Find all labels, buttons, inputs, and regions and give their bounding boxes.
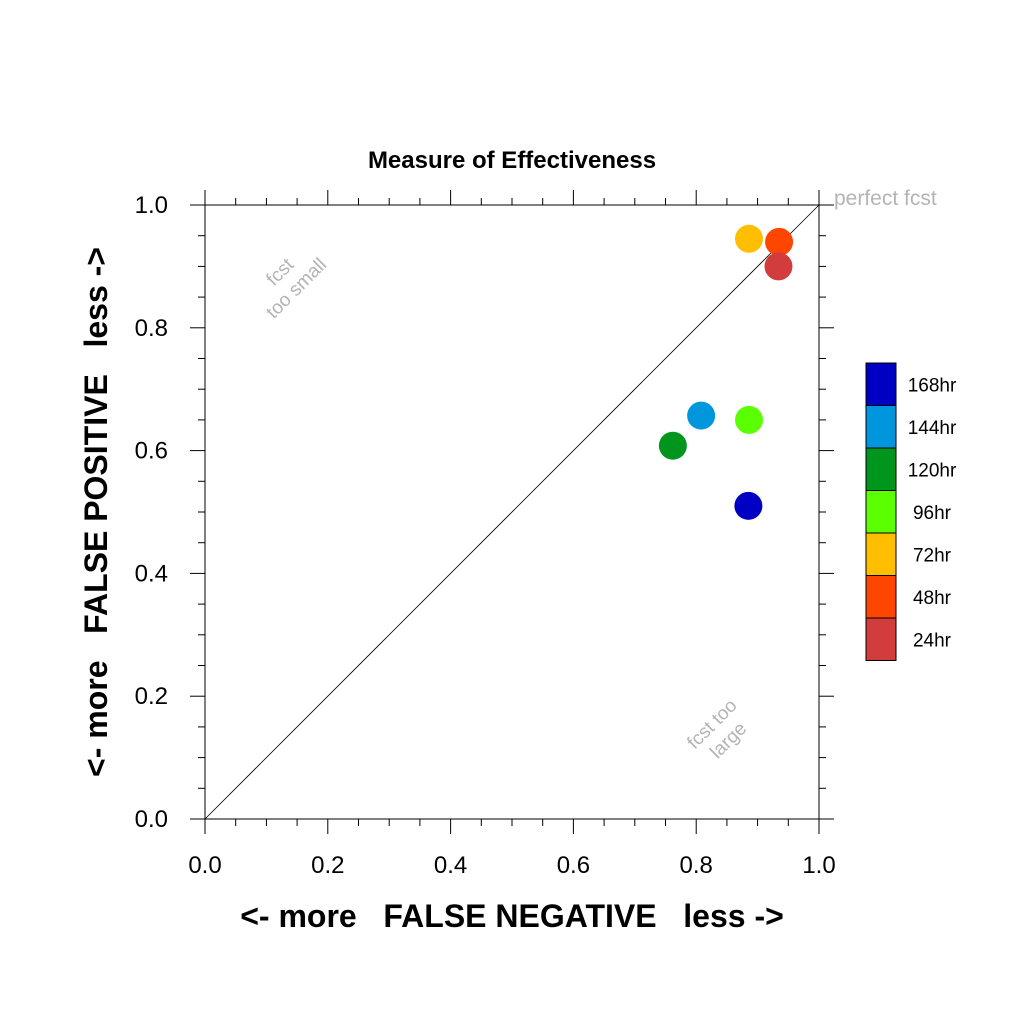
x-tick-label: 0.2 (311, 852, 344, 879)
data-point-48hr (765, 227, 794, 256)
data-point-168hr (734, 491, 763, 520)
perfect-forecast-line (204, 204, 820, 820)
x-tick-label: 1.0 (802, 852, 835, 879)
y-tick-label: 0.2 (135, 683, 168, 710)
x-tick-label: 0.8 (680, 852, 713, 879)
chart-title: Measure of Effectiveness (368, 147, 656, 174)
legend-label-72hr: 72hr (913, 545, 952, 566)
legend-label-168hr: 168hr (908, 375, 957, 396)
legend-frame (865, 362, 897, 661)
data-point-72hr (735, 224, 764, 253)
legend-label-96hr: 96hr (913, 503, 952, 524)
data-point-144hr (687, 401, 716, 430)
y-tick-label: 0.8 (135, 315, 168, 342)
annotation-perfect-fcst: perfect fcst (834, 187, 937, 210)
x-axis-label: <- more FALSE NEGATIVE less -> (240, 898, 784, 934)
y-tick-labels: 0.0 0.2 0.4 0.6 0.8 1.0 (135, 192, 168, 833)
data-points (658, 224, 794, 520)
y-tick-label: 1.0 (135, 192, 168, 219)
legend-swatch-48hr (866, 575, 896, 618)
x-tick-labels: 0.0 0.2 0.4 0.6 0.8 1.0 (188, 852, 835, 879)
legend-swatch-24hr (866, 618, 896, 661)
data-point-120hr (658, 431, 687, 460)
data-point-96hr (735, 405, 764, 434)
legend-label-24hr: 24hr (913, 630, 952, 651)
y-tick-label: 0.6 (135, 438, 168, 465)
x-tick-label: 0.0 (188, 852, 221, 879)
data-point-24hr (764, 252, 793, 281)
plot-area: 0.0 0.2 0.4 0.6 0.8 1.0 0.0 0.2 0.4 0.6 0.8 1.0 (135, 190, 836, 879)
y-axis-label: <- more FALSE POSITIVE less -> (78, 247, 114, 777)
legend-swatch-144hr (866, 405, 896, 448)
major-ticks (190, 190, 834, 834)
x-tick-label: 0.6 (557, 852, 590, 879)
legend: 168hr 144hr 120hr 96hr 72hr 48hr 24hr (865, 362, 957, 661)
y-tick-label: 0.0 (135, 806, 168, 833)
legend-swatch-120hr (866, 448, 896, 491)
legend-swatch-168hr (866, 363, 896, 406)
legend-swatch-96hr (866, 490, 896, 533)
legend-label-144hr: 144hr (908, 418, 957, 439)
annotation-fcst-too-small: fcst too small (262, 254, 331, 323)
minor-ticks (198, 198, 826, 826)
legend-label-48hr: 48hr (913, 588, 952, 609)
y-tick-label: 0.4 (135, 560, 168, 587)
annotation-fcst-too-large: fcst too large (683, 695, 751, 763)
legend-swatch-72hr (866, 533, 896, 576)
x-tick-label: 0.4 (434, 852, 467, 879)
legend-label-120hr: 120hr (908, 460, 957, 481)
